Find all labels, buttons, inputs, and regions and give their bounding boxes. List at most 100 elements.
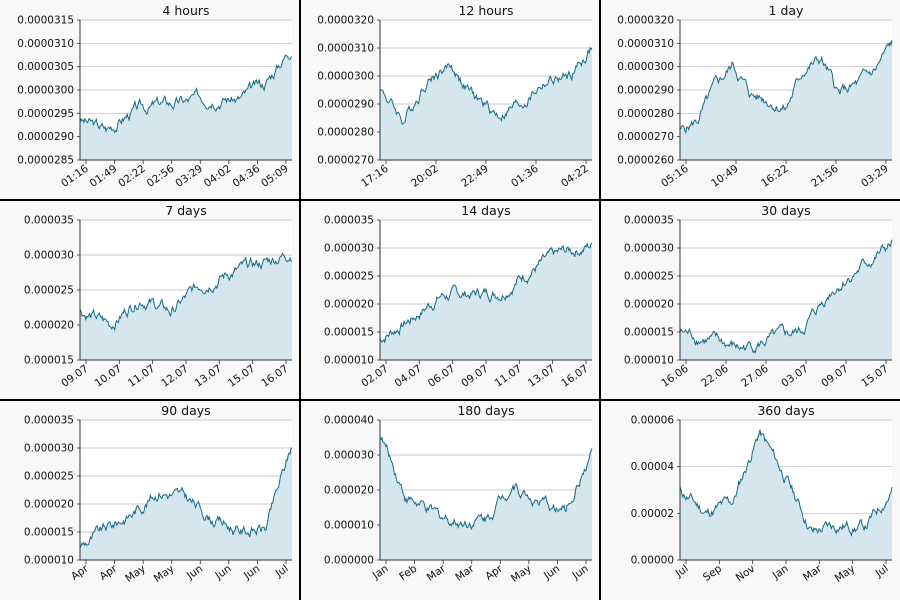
x-tick-label: 01:49	[88, 163, 120, 190]
chart-svg: 0.000010 0.000015 0.000020 0.000025 0.000030…	[324, 203, 593, 390]
x-tick-label: 15.07	[226, 363, 258, 390]
x-tick-label: 04:02	[202, 163, 234, 190]
x-tick-label: Apr	[98, 562, 120, 583]
x-tick-label: Apr	[483, 562, 505, 583]
chart-panel: 0.0000285 0.0000290 0.0000295 0.0000300 0.00…	[0, 0, 300, 200]
y-tick-label: 0.0000310	[617, 38, 674, 50]
y-tick-label: 0.0000305	[17, 61, 74, 73]
x-tick-label: Jun	[184, 563, 205, 583]
x-tick-label: May	[123, 563, 148, 585]
y-tick-label: 0.0000310	[17, 38, 74, 50]
x-tick-label: 22.06	[699, 362, 731, 389]
series-line	[79, 54, 293, 134]
y-tick-label: 0.000030	[24, 250, 74, 262]
y-tick-label: 0.000035	[24, 215, 74, 227]
panel-divider	[0, 399, 900, 401]
y-tick-label: 0.0000315	[17, 15, 74, 27]
chart-svg: 0.00000 0.00002 0.00004 0.00006 Jul Sep Nov Jan…	[631, 403, 893, 585]
x-tick-label: Feb	[397, 562, 419, 583]
chart-svg: 0.0000285 0.0000290 0.0000295 0.0000300 0.00…	[17, 3, 293, 190]
x-tick-label: 16:22	[759, 163, 791, 190]
y-tick-label: 0.000000	[324, 555, 374, 567]
y-tick-label: 0.0000320	[617, 15, 674, 27]
y-tick-label: 0.00000	[631, 555, 674, 567]
y-tick-label: 0.0000285	[17, 155, 74, 167]
series-area	[680, 239, 892, 360]
x-tick-label: 20:02	[409, 163, 441, 190]
x-tick-label: Nov	[734, 563, 758, 585]
y-tick-label: 0.0000290	[617, 85, 674, 97]
series-area	[380, 243, 592, 360]
x-tick-label: Mar	[801, 562, 825, 584]
y-tick-label: 0.000035	[624, 215, 674, 227]
x-tick-label: 03.07	[779, 363, 811, 390]
y-tick-label: 0.000040	[324, 415, 374, 427]
chart-svg: 0.000010 0.000015 0.000020 0.000025 0.000030…	[624, 203, 893, 390]
y-tick-label: 0.000020	[324, 485, 374, 497]
chart-panel: 0.000010 0.000015 0.000020 0.000025 0.000030…	[0, 400, 300, 600]
x-tick-label: 16.07	[559, 363, 591, 390]
y-tick-label: 0.0000280	[317, 127, 374, 139]
chart-panel: 0.000015 0.000020 0.000025 0.000030 0.000035…	[0, 200, 300, 400]
chart-title: 360 days	[757, 403, 814, 418]
y-tick-label: 0.000030	[324, 243, 374, 255]
chart-panel: 0.0000260 0.0000270 0.0000280 0.0000290 0.00…	[600, 0, 900, 200]
series-line	[79, 252, 293, 332]
series-line	[679, 39, 893, 135]
chart-title: 4 hours	[162, 3, 209, 18]
y-tick-label: 0.000020	[24, 320, 74, 332]
y-tick-label: 0.000010	[324, 355, 374, 367]
x-tick-label: 15.07	[859, 363, 891, 390]
chart-svg: 0.0000260 0.0000270 0.0000280 0.0000290 0.00…	[617, 3, 893, 190]
x-tick-label: 01:16	[59, 162, 91, 189]
panel-divider	[0, 199, 900, 201]
y-tick-label: 0.000030	[624, 243, 674, 255]
y-tick-label: 0.000015	[24, 527, 74, 539]
x-tick-label: 01:36	[509, 162, 541, 189]
x-tick-label: 13.07	[526, 363, 558, 390]
y-tick-label: 0.000020	[624, 299, 674, 311]
chart-title: 7 days	[165, 203, 206, 218]
chart-title: 90 days	[161, 403, 210, 418]
x-tick-label: Sep	[701, 562, 724, 583]
x-tick-label: Jan	[770, 563, 791, 583]
x-tick-label: 13.07	[193, 363, 225, 390]
x-tick-label: 09.07	[819, 363, 851, 390]
chart-title: 1 day	[769, 3, 805, 18]
panel-divider	[299, 0, 301, 600]
x-tick-label: 04:36	[230, 162, 262, 189]
x-tick-label: 02.07	[359, 363, 391, 390]
y-tick-label: 0.000015	[24, 355, 74, 367]
y-tick-label: 0.0000270	[617, 131, 674, 143]
x-tick-label: May	[833, 563, 858, 585]
series-area	[380, 437, 592, 560]
y-tick-label: 0.000025	[324, 271, 374, 283]
y-tick-label: 0.0000270	[317, 155, 374, 167]
x-tick-label: 16.06	[659, 362, 691, 389]
series-area	[80, 253, 292, 360]
x-tick-label: 21:56	[809, 162, 841, 189]
x-tick-label: 06.07	[426, 363, 458, 390]
x-tick-label: Jun	[570, 563, 591, 583]
y-tick-label: 0.0000295	[17, 108, 74, 120]
series-line	[679, 429, 893, 538]
chart-svg: 0.000015 0.000020 0.000025 0.000030 0.000035…	[24, 203, 293, 390]
y-tick-label: 0.000030	[324, 450, 374, 462]
chart-svg: 0.0000270 0.0000280 0.0000290 0.0000300 0.00…	[317, 3, 593, 190]
x-tick-label: 17:16	[359, 162, 391, 189]
x-tick-label: 11.07	[126, 363, 158, 390]
x-tick-label: Mar	[425, 562, 449, 584]
series-line	[379, 242, 593, 344]
y-tick-label: 0.000025	[24, 471, 74, 483]
chart-panel: 0.0000270 0.0000280 0.0000290 0.0000300 0.00…	[300, 0, 600, 200]
chart-title: 180 days	[457, 403, 514, 418]
y-tick-label: 0.000035	[24, 415, 74, 427]
x-tick-label: 10.07	[93, 363, 125, 390]
chart-panel: 0.000000 0.000010 0.000020 0.000030 0.000040…	[300, 400, 600, 600]
y-tick-label: 0.000025	[624, 271, 674, 283]
x-tick-label: 02:56	[145, 162, 177, 189]
chart-title: 30 days	[761, 203, 810, 218]
y-tick-label: 0.000035	[324, 215, 374, 227]
y-tick-label: 0.000015	[624, 327, 674, 339]
chart-title: 14 days	[461, 203, 510, 218]
